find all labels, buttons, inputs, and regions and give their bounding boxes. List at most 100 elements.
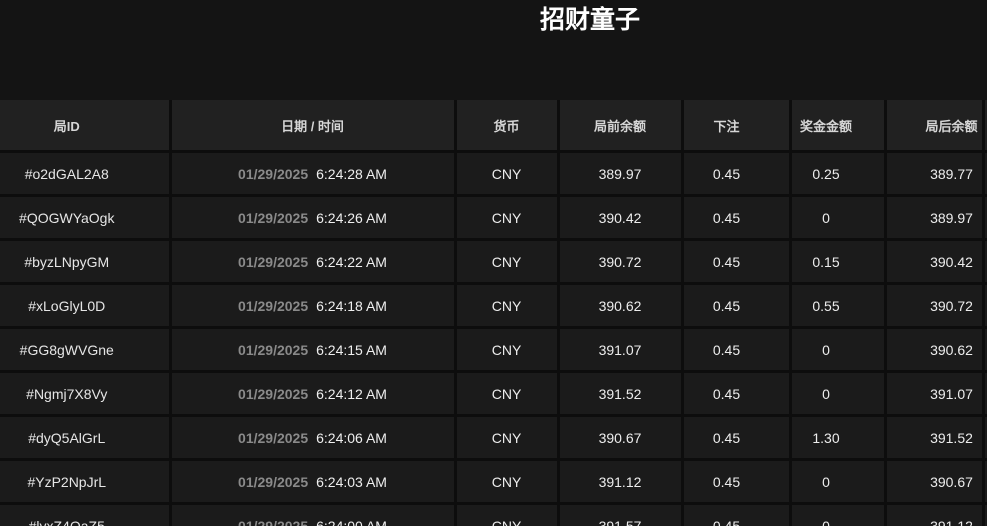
- cell-prize: 0: [790, 195, 887, 241]
- col-header-bet: 下注: [682, 100, 792, 153]
- cell-date: 01/29/2025: [238, 165, 309, 182]
- cell-currency: CNY: [455, 195, 560, 241]
- cell-time: 6:24:03 AM: [316, 473, 387, 490]
- col-header-balance-before: 局前余额: [558, 100, 684, 153]
- cell-time: 6:24:06 AM: [316, 429, 387, 446]
- cell-prize: 1.30: [790, 415, 887, 461]
- cell-date: 01/29/2025: [238, 297, 309, 314]
- col-header-currency: 货币: [455, 100, 560, 153]
- cell-date-time: 01/29/2025 6:24:22 AM: [170, 239, 457, 285]
- table-row: #o2dGAL2A8 01/29/2025 6:24:28 AM CNY 389.…: [0, 151, 987, 197]
- cell-time: 6:24:00 AM: [316, 517, 387, 526]
- cell-date: 01/29/2025: [238, 385, 309, 402]
- cell-date: 01/29/2025: [238, 429, 309, 446]
- cell-overflow-cut: [983, 283, 987, 329]
- cell-date-time: 01/29/2025 6:24:06 AM: [170, 415, 457, 461]
- cell-bet: 0.45: [682, 327, 792, 373]
- cell-balance-after: 390.62: [885, 327, 985, 373]
- cell-date: 01/29/2025: [238, 517, 309, 526]
- cell-round-id: #QOGWYaOgk: [0, 195, 172, 241]
- cell-balance-before: 391.52: [558, 371, 684, 417]
- cell-currency: CNY: [455, 283, 560, 329]
- cell-date-time: 01/29/2025 6:24:26 AM: [170, 195, 457, 241]
- cell-prize: 0: [790, 327, 887, 373]
- col-header-balance-after: 局后余额: [885, 100, 985, 153]
- cell-balance-after: 389.97: [885, 195, 985, 241]
- cell-balance-before: 389.97: [558, 151, 684, 197]
- cell-currency: CNY: [455, 239, 560, 285]
- cell-bet: 0.45: [682, 459, 792, 505]
- cell-round-id: #lyxZ4OaZ5: [0, 503, 172, 526]
- cell-overflow-cut: [983, 503, 987, 526]
- table-row: #byzLNpyGM 01/29/2025 6:24:22 AM CNY 390.…: [0, 239, 987, 285]
- cell-currency: CNY: [455, 459, 560, 505]
- cell-balance-after: 390.72: [885, 283, 985, 329]
- cell-time: 6:24:18 AM: [316, 297, 387, 314]
- cell-balance-after: 391.07: [885, 371, 985, 417]
- cell-date-time: 01/29/2025 6:24:00 AM: [170, 503, 457, 526]
- cell-balance-before: 390.67: [558, 415, 684, 461]
- cell-overflow-cut: [983, 415, 987, 461]
- col-header-overflow-cut: [983, 100, 987, 153]
- table-row: #xLoGlyL0D 01/29/2025 6:24:18 AM CNY 390.…: [0, 283, 987, 329]
- cell-time: 6:24:22 AM: [316, 253, 387, 270]
- cell-currency: CNY: [455, 415, 560, 461]
- cell-balance-before: 391.12: [558, 459, 684, 505]
- cell-overflow-cut: [983, 151, 987, 197]
- cell-bet: 0.45: [682, 151, 792, 197]
- cell-prize: 0.55: [790, 283, 887, 329]
- table-row: #Ngmj7X8Vy 01/29/2025 6:24:12 AM CNY 391.…: [0, 371, 987, 417]
- cell-date-time: 01/29/2025 6:24:18 AM: [170, 283, 457, 329]
- cell-balance-after: 391.12: [885, 503, 985, 526]
- cell-prize: 0.15: [790, 239, 887, 285]
- cell-round-id: #dyQ5AlGrL: [0, 415, 172, 461]
- cell-bet: 0.45: [682, 503, 792, 526]
- cell-round-id: #o2dGAL2A8: [0, 151, 172, 197]
- table-row: #GG8gWVGne 01/29/2025 6:24:15 AM CNY 391.…: [0, 327, 987, 373]
- cell-time: 6:24:15 AM: [316, 341, 387, 358]
- cell-date-time: 01/29/2025 6:24:12 AM: [170, 371, 457, 417]
- cell-round-id: #xLoGlyL0D: [0, 283, 172, 329]
- page-title: 招财童子: [539, 6, 640, 34]
- cell-round-id: #GG8gWVGne: [0, 327, 172, 373]
- cell-prize: 0: [790, 371, 887, 417]
- table-row: #QOGWYaOgk 01/29/2025 6:24:26 AM CNY 390.…: [0, 195, 987, 241]
- cell-bet: 0.45: [682, 415, 792, 461]
- table-body: #o2dGAL2A8 01/29/2025 6:24:28 AM CNY 389.…: [0, 151, 987, 526]
- cell-balance-after: 389.77: [885, 151, 985, 197]
- cell-round-id: #Ngmj7X8Vy: [0, 371, 172, 417]
- cell-date-time: 01/29/2025 6:24:03 AM: [170, 459, 457, 505]
- cell-currency: CNY: [455, 151, 560, 197]
- cell-overflow-cut: [983, 239, 987, 285]
- table-row: #dyQ5AlGrL 01/29/2025 6:24:06 AM CNY 390.…: [0, 415, 987, 461]
- cell-time: 6:24:28 AM: [316, 165, 387, 182]
- cell-round-id: #YzP2NpJrL: [0, 459, 172, 505]
- cell-balance-after: 390.67: [885, 459, 985, 505]
- cell-balance-after: 390.42: [885, 239, 985, 285]
- cell-balance-before: 390.42: [558, 195, 684, 241]
- table-row: #YzP2NpJrL 01/29/2025 6:24:03 AM CNY 391.…: [0, 459, 987, 505]
- cell-date-time: 01/29/2025 6:24:15 AM: [170, 327, 457, 373]
- cell-currency: CNY: [455, 371, 560, 417]
- cell-overflow-cut: [983, 195, 987, 241]
- cell-date-time: 01/29/2025 6:24:28 AM: [170, 151, 457, 197]
- cell-currency: CNY: [455, 503, 560, 526]
- cell-date: 01/29/2025: [238, 253, 309, 270]
- cell-overflow-cut: [983, 327, 987, 373]
- cell-bet: 0.45: [682, 195, 792, 241]
- col-header-round-id: 局ID: [0, 100, 172, 153]
- table-header-row: 局ID 日期 / 时间 货币 局前余额 下注 奖金金额 局后余额: [0, 100, 987, 153]
- cell-balance-after: 391.52: [885, 415, 985, 461]
- cell-bet: 0.45: [682, 371, 792, 417]
- cell-time: 6:24:12 AM: [316, 385, 387, 402]
- cell-date: 01/29/2025: [238, 341, 309, 358]
- cell-bet: 0.45: [682, 283, 792, 329]
- cell-balance-before: 390.72: [558, 239, 684, 285]
- table-row: #lyxZ4OaZ5 01/29/2025 6:24:00 AM CNY 391.…: [0, 503, 987, 526]
- col-header-prize: 奖金金额: [790, 100, 887, 153]
- cell-balance-before: 390.62: [558, 283, 684, 329]
- cell-round-id: #byzLNpyGM: [0, 239, 172, 285]
- cell-overflow-cut: [983, 459, 987, 505]
